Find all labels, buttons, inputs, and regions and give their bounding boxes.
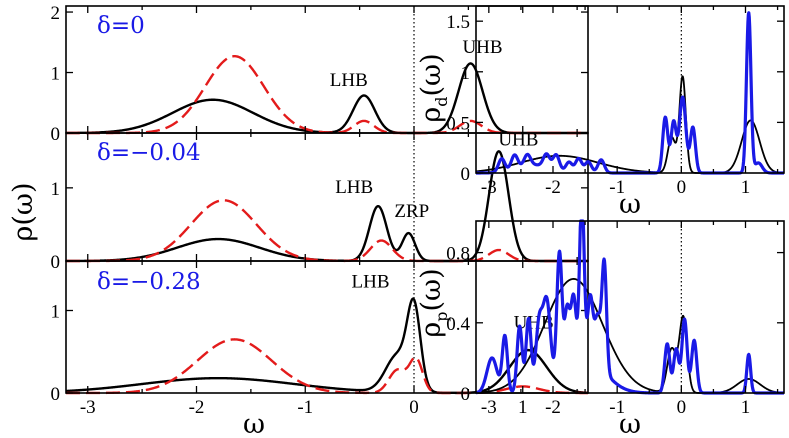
y-tick-label: 1: [461, 63, 471, 84]
chart-e: -3 -2 -1 0 1 0 0.4 0.8: [446, 219, 786, 418]
x-tick-label: 1: [741, 397, 751, 418]
x-tick-label: 1: [518, 397, 528, 418]
series-orbital: [65, 55, 589, 135]
chart-d: -3 -2 -1 0 1 0 0.5 1 1.5: [446, 5, 786, 198]
x-tick-label: -3: [481, 397, 497, 418]
x-tick-label: -2: [545, 397, 561, 418]
x-tick-label: -2: [545, 177, 561, 198]
x-tick-label: -1: [609, 397, 625, 418]
y-tick-label: 0.5: [446, 113, 470, 134]
x-tick-label: -2: [189, 397, 205, 418]
series-broad: [475, 75, 785, 174]
x-tick-label: -1: [297, 397, 313, 418]
peak-label: LHB: [352, 271, 390, 292]
series-orbital: [65, 338, 589, 395]
y-tick-label: 1: [51, 302, 61, 323]
y-tick-label: 0.4: [446, 314, 470, 335]
y-tick-label: 0: [51, 124, 61, 145]
peak-label: ZRP: [394, 201, 429, 222]
plot-frame: [65, 260, 589, 394]
y-tick-label: 1: [51, 64, 61, 85]
x-tick-label: 0: [677, 177, 687, 198]
peak-label: UHB: [498, 129, 538, 150]
y-tick-label: 1.5: [446, 12, 470, 33]
left-xlabel: ω: [243, 409, 265, 438]
plot-frame: [475, 5, 785, 174]
y-tick-label: 0: [461, 384, 471, 405]
x-tick-label: -3: [481, 177, 497, 198]
panel-d-ylabel: ρd(ω): [416, 53, 451, 122]
y-tick-label: 0: [461, 164, 471, 185]
plot-frame: [475, 220, 785, 394]
panel-c-title: δ=−0.28: [97, 269, 201, 295]
x-tick-label: 1: [741, 177, 751, 198]
series-total: [65, 62, 589, 135]
panel-a-title: δ=0: [97, 13, 145, 39]
y-tick-label: 0: [51, 252, 61, 273]
left-ylabel: ρ(ω): [8, 183, 39, 242]
x-tick-label: 0: [409, 397, 419, 418]
panel-b-title: δ=−0.04: [97, 140, 201, 166]
peak-label: LHB: [335, 177, 373, 198]
x-tick-label: -1: [609, 177, 625, 198]
peak-label: UHB: [462, 37, 502, 58]
x-tick-label: 0: [677, 397, 687, 418]
panel-e-xlabel: ω: [619, 409, 641, 438]
series-broad: [475, 278, 785, 394]
panel-d-xlabel: ω: [619, 189, 641, 220]
y-tick-label: 2: [51, 3, 61, 24]
x-tick-label: -3: [80, 397, 96, 418]
y-tick-label: 0.8: [446, 244, 470, 265]
series-fine: [474, 219, 786, 395]
peak-label: LHB: [330, 70, 368, 91]
y-tick-label: 1: [51, 179, 61, 200]
series-total: [65, 297, 589, 395]
panel-e-ylabel: ρp(ω): [416, 268, 451, 337]
y-tick-label: 0: [51, 384, 61, 405]
